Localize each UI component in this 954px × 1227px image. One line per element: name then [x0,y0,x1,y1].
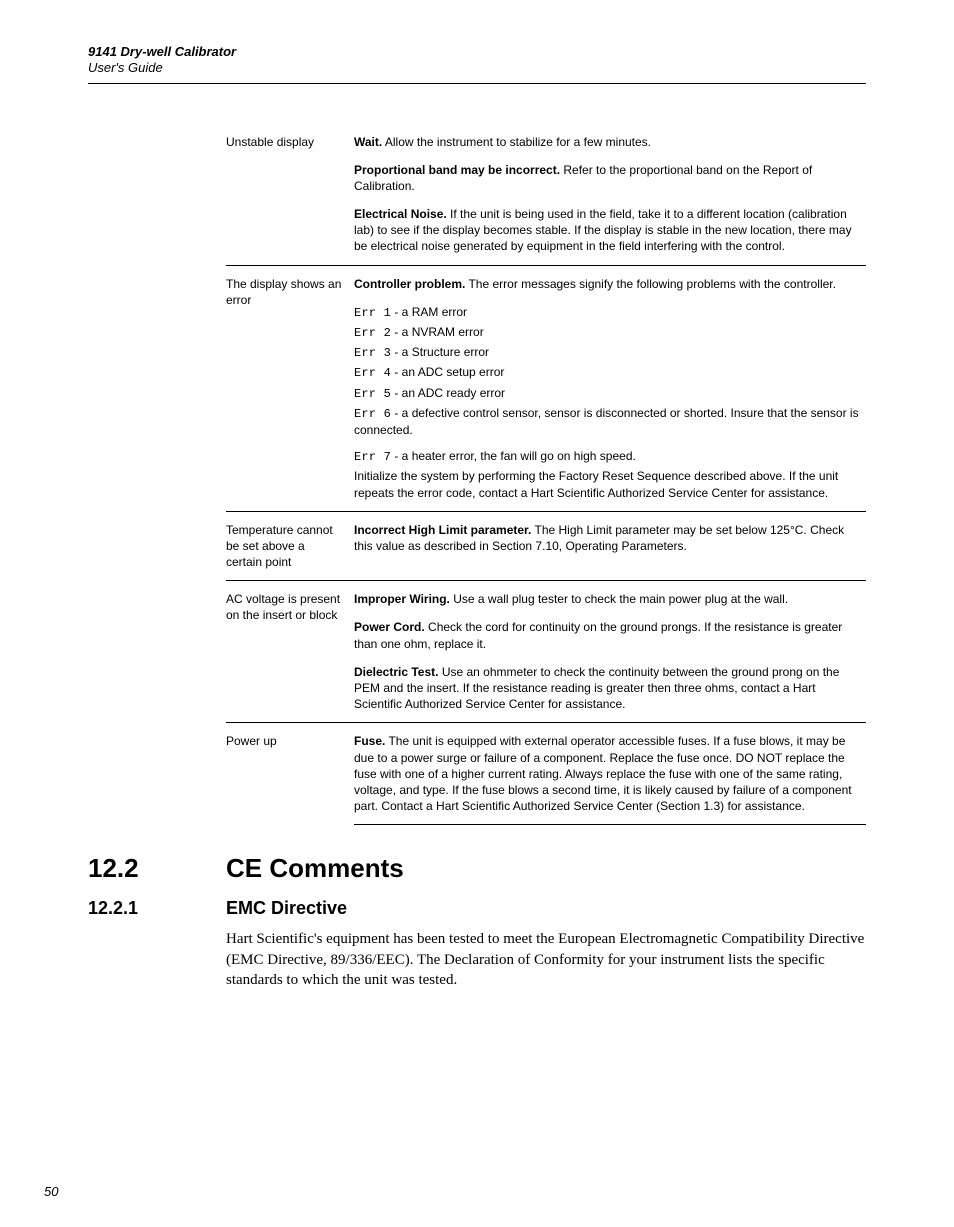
table-row: Power up Fuse. The unit is equipped with… [226,723,866,825]
troubleshooting-table: Unstable display Wait. Allow the instrum… [226,124,866,826]
doc-subtitle: User's Guide [88,60,866,76]
bold-lead: Controller problem. [354,277,465,291]
err-desc: - a Structure error [391,345,489,359]
err-code: Err 5 [354,387,391,401]
err-desc: - an ADC setup error [391,365,504,379]
para-text: The error messages signify the following… [465,277,836,291]
err-desc: - a RAM error [391,305,467,319]
para-text: Allow the instrument to stabilize for a … [382,135,651,149]
header-rule [88,83,866,84]
table-end-rule [226,825,866,826]
err-code: Err 3 [354,346,391,360]
err-code: Err 2 [354,326,391,340]
table-row: Unstable display Wait. Allow the instrum… [226,124,866,266]
para-text: Check the cord for continuity on the gro… [354,620,842,650]
row-content: Improper Wiring. Use a wall plug tester … [354,581,866,723]
body-paragraph: Hart Scientific's equipment has been tes… [226,929,866,990]
row-content: Incorrect High Limit parameter. The High… [354,511,866,581]
bold-lead: Fuse. [354,734,385,748]
row-label: Unstable display [226,124,354,266]
err-desc: - a defective control sensor, sensor is … [354,406,859,437]
row-content: Controller problem. The error messages s… [354,265,866,511]
subsection-number: 12.2.1 [88,898,226,919]
doc-title: 9141 Dry-well Calibrator [88,44,866,60]
section-heading: 12.2 CE Comments [88,853,866,884]
row-content: Fuse. The unit is equipped with external… [354,723,866,825]
bold-lead: Incorrect High Limit parameter. [354,523,531,537]
err-code: Err 6 [354,407,391,421]
bold-lead: Proportional band may be incorrect. [354,163,560,177]
page-number: 50 [44,1184,58,1199]
table-row: AC voltage is present on the insert or b… [226,581,866,723]
err-code: Err 7 [354,450,391,464]
bold-lead: Power Cord. [354,620,425,634]
row-label: Temperature cannot be set above a certai… [226,511,354,581]
bold-lead: Dielectric Test. [354,665,438,679]
err-desc: - an ADC ready error [391,386,505,400]
err-desc: - a NVRAM error [391,325,484,339]
row-label: The display shows an error [226,265,354,511]
table-row: Temperature cannot be set above a certai… [226,511,866,581]
row-content: Wait. Allow the instrument to stabilize … [354,124,866,266]
bold-lead: Electrical Noise. [354,207,447,221]
err-desc: - a heater error, the fan will go on hig… [391,449,636,463]
section-number: 12.2 [88,853,226,884]
row-label: AC voltage is present on the insert or b… [226,581,354,723]
section-title: CE Comments [226,853,404,884]
row-label: Power up [226,723,354,825]
table-row: The display shows an error Controller pr… [226,265,866,511]
err-code: Err 4 [354,366,391,380]
bold-lead: Improper Wiring. [354,592,450,606]
running-head: 9141 Dry-well Calibrator User's Guide [88,44,866,77]
subsection-title: EMC Directive [226,898,347,919]
err-code: Err 1 [354,306,391,320]
subsection-heading: 12.2.1 EMC Directive [88,898,866,919]
bold-lead: Wait. [354,135,382,149]
para-text: Initialize the system by performing the … [354,468,866,500]
para-text: The unit is equipped with external opera… [354,734,852,813]
para-text: Use a wall plug tester to check the main… [450,592,788,606]
